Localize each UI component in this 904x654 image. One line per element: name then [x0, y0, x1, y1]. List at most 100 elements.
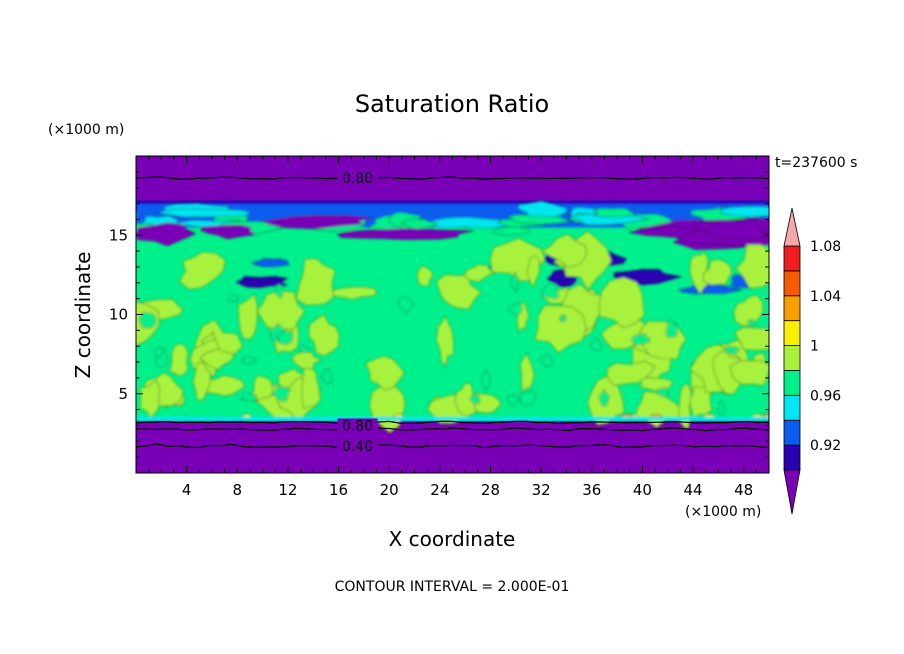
sub-cell: [589, 336, 603, 351]
x-tick-label: 44: [683, 481, 702, 499]
x-axis-unit: (×1000 m): [685, 504, 761, 520]
colorbar-segment: [783, 245, 801, 272]
sub-cell: [540, 353, 554, 368]
colorbar-segment: [783, 270, 801, 297]
colorbar-segment: [783, 419, 801, 446]
sub-cell: [138, 312, 157, 329]
sub-cell: [276, 330, 294, 346]
sub-cell: [656, 387, 669, 397]
dry-patch: [260, 214, 373, 230]
sub-cell: [240, 356, 258, 366]
contour-label: 0.80: [342, 171, 373, 187]
colorbar: 0.92 0.96 1 1.04 1.08: [783, 207, 841, 515]
colorbar-segment: [783, 345, 801, 371]
x-tick-label: 48: [734, 481, 753, 499]
colorbar-segment: [783, 295, 801, 322]
mid-dry-patch: [677, 283, 743, 295]
sub-cell: [724, 346, 740, 355]
sub-cell: [630, 333, 651, 345]
sub-cell: [470, 394, 481, 405]
moist-cell: [416, 266, 433, 287]
x-axis: 4 8 12 16 20 24 28 32 36 40 44 48: [148, 156, 757, 499]
moist-cell: [192, 360, 211, 401]
moist-cell: [436, 315, 454, 368]
y-axis: 5 10 15: [109, 171, 769, 458]
colorbar-label: 1.04: [810, 289, 841, 305]
moist-cell: [702, 258, 733, 286]
x-tick-label: 36: [582, 481, 601, 499]
moist-cell: [256, 290, 306, 330]
contour-0.40: [136, 443, 769, 449]
contour-0.80-upper: [136, 176, 769, 180]
moist-cell: [729, 360, 769, 386]
colorbar-label: 0.96: [810, 388, 841, 404]
x-tick-label: 28: [481, 481, 500, 499]
upper-patch: [719, 206, 769, 218]
y-axis-label: Z coordinate: [71, 252, 95, 379]
moist-cell: [238, 293, 258, 340]
sub-cell: [398, 296, 414, 315]
mid-dry-patch: [250, 258, 290, 268]
sub-cell: [153, 347, 163, 359]
moist-cell: [295, 258, 336, 306]
moist-cell: [689, 251, 710, 295]
dry-patch: [136, 222, 197, 247]
moist-cell: [735, 244, 769, 289]
sub-cell: [275, 283, 283, 298]
dry-patch: [336, 227, 475, 241]
sub-cell: [717, 400, 726, 415]
moist-cell: [169, 343, 189, 378]
moist-cell: [139, 379, 160, 419]
sub-cell: [239, 392, 259, 401]
dry-patch: [200, 224, 257, 240]
sub-cell: [519, 389, 537, 406]
contour-interval-note: CONTOUR INTERVAL = 2.000E-01: [335, 579, 570, 595]
sub-cell: [320, 367, 333, 385]
colorbar-label: 1.08: [810, 239, 841, 255]
contour-lines: [136, 176, 769, 449]
moist-cell: [464, 264, 495, 283]
colorbar-segment: [783, 320, 801, 346]
chart-title: Saturation Ratio: [355, 90, 549, 118]
upper-patch: [400, 218, 439, 230]
upper-patch: [517, 200, 569, 218]
sub-cell: [481, 369, 491, 392]
moist-cell: [454, 382, 477, 417]
colorbar-extend-top: [783, 207, 801, 247]
upper-patch: [492, 226, 531, 236]
time-label: t=237600 s: [775, 155, 857, 171]
moist-cell: [712, 348, 741, 395]
dry-patch: [704, 218, 769, 241]
x-tick-label: 16: [329, 481, 348, 499]
x-tick-label: 8: [233, 481, 243, 499]
moist-cell: [308, 313, 340, 357]
x-tick-label: 20: [380, 481, 399, 499]
contour-0.80-lower: [136, 427, 769, 432]
x-tick-label: 24: [430, 481, 449, 499]
moist-cell: [519, 352, 535, 394]
colorbar-segment: [783, 370, 801, 396]
field-band-3: [136, 156, 769, 201]
sub-cell: [510, 271, 519, 293]
y-tick-label: 15: [109, 226, 128, 244]
x-tick-label: 4: [182, 481, 192, 499]
contour-label: 0.40: [342, 439, 373, 455]
moist-cell: [292, 351, 323, 371]
colorbar-segment: [783, 394, 801, 421]
sub-cell: [558, 315, 567, 323]
mid-dry-patch: [235, 276, 289, 289]
contour-boundary-lower: [136, 420, 769, 425]
y-tick-label: 5: [118, 385, 128, 403]
contour-label-bg: [337, 439, 378, 454]
colorbar-segment: [783, 444, 801, 471]
moist-cell: [598, 276, 645, 329]
moist-cell: [252, 375, 274, 402]
contour-label-bg: [337, 418, 378, 433]
moist-cell: [526, 255, 541, 288]
sub-cell: [507, 301, 523, 316]
sub-cell: [297, 344, 310, 353]
sub-cell: [506, 393, 520, 407]
sub-cell: [541, 283, 560, 300]
x-axis-label: X coordinate: [389, 527, 516, 551]
